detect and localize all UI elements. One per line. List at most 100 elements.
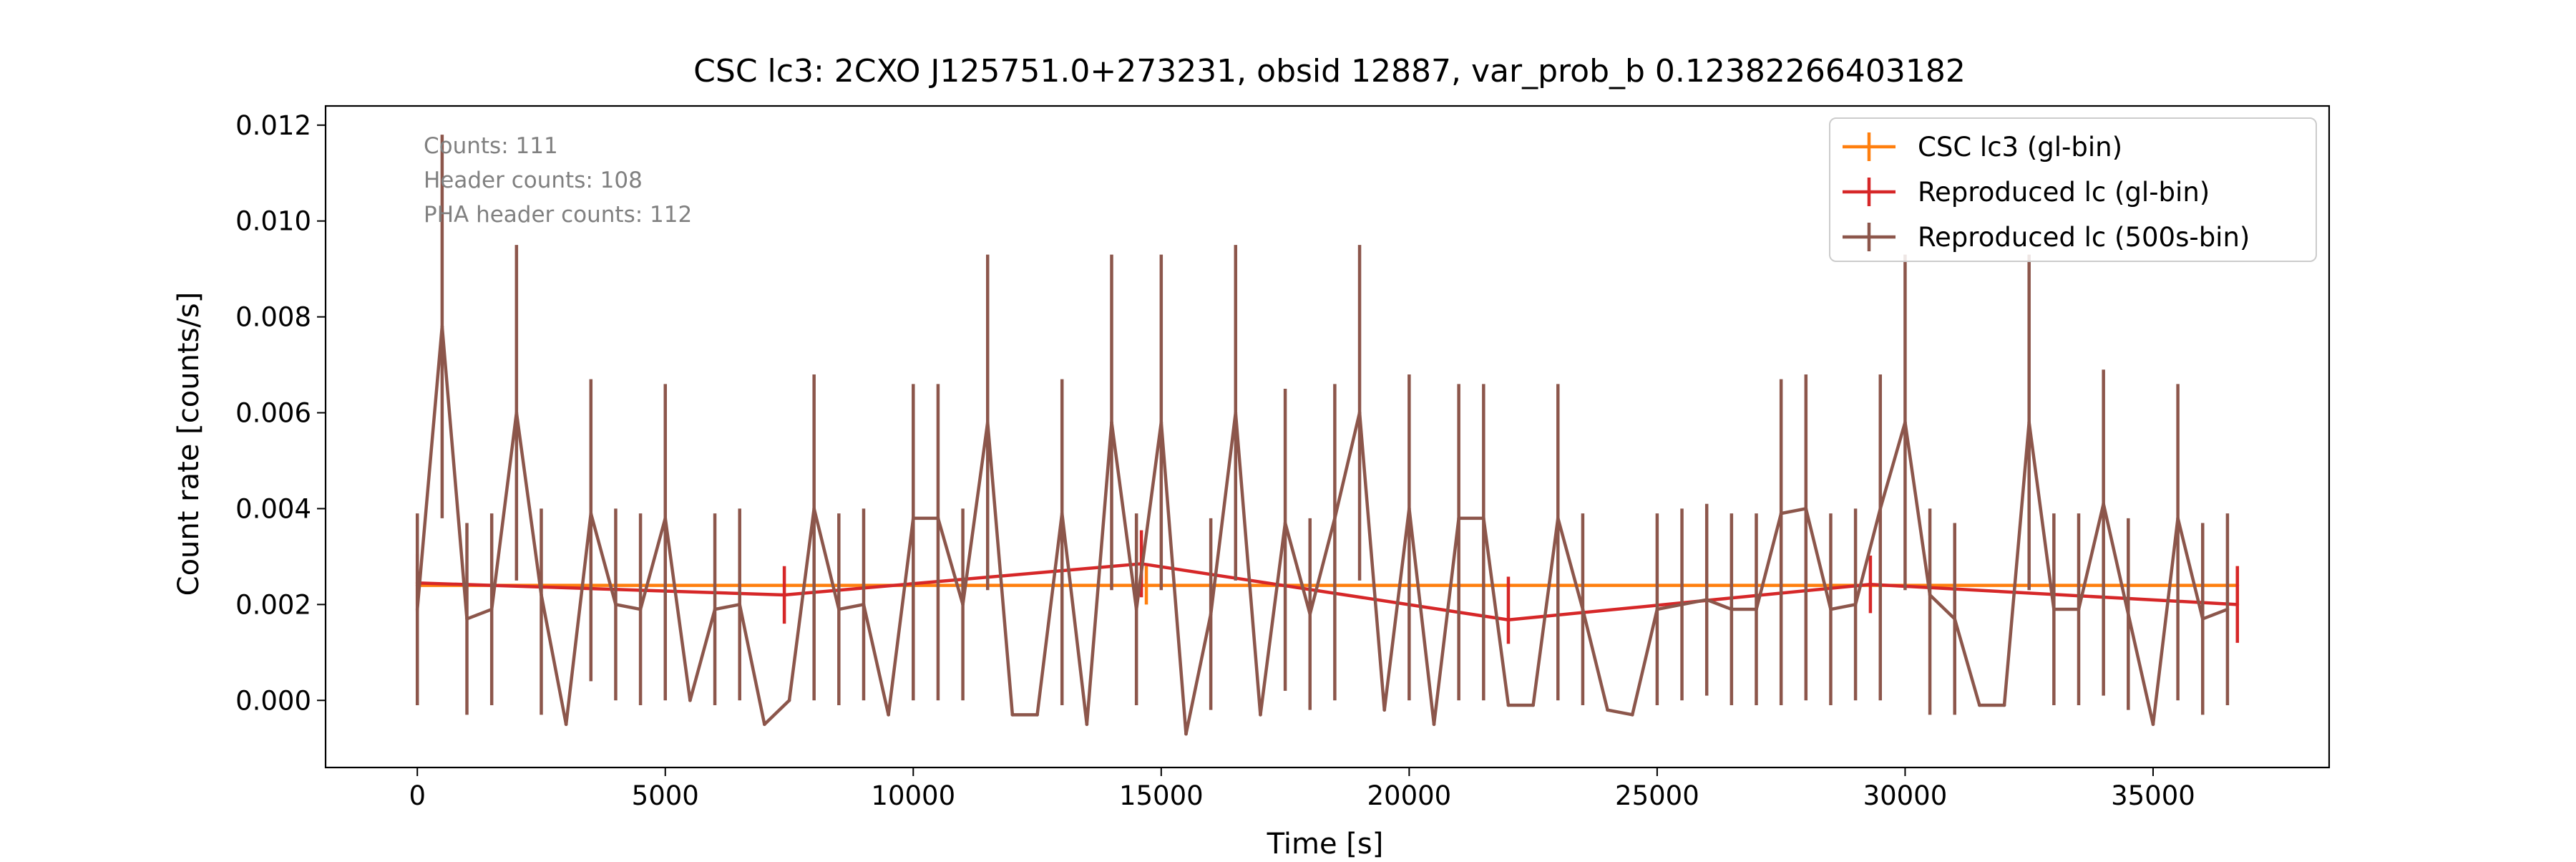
data-point xyxy=(1010,712,1015,717)
chart-title: CSC lc3: 2CXO J125751.0+273231, obsid 12… xyxy=(693,53,1966,89)
data-point xyxy=(1680,602,1684,606)
data-point xyxy=(1134,607,1138,611)
data-point xyxy=(985,420,990,425)
data-point xyxy=(1283,521,1287,525)
y-tick-label: 0.006 xyxy=(235,398,311,429)
data-point xyxy=(1655,607,1659,611)
data-point xyxy=(663,516,668,520)
data-point xyxy=(1556,516,1560,520)
data-point xyxy=(1755,607,1758,611)
data-point xyxy=(1481,516,1485,520)
legend-box xyxy=(1829,117,2317,262)
y-axis-label: Count rate [counts/s] xyxy=(172,292,205,596)
data-point xyxy=(614,602,618,606)
data-point xyxy=(1531,703,1536,707)
data-point xyxy=(782,593,786,597)
annotation-text: Counts: 111 xyxy=(424,133,558,159)
data-point xyxy=(887,712,891,717)
data-point xyxy=(1357,411,1362,415)
y-tick-label: 0.008 xyxy=(235,302,311,333)
data-point xyxy=(2077,607,2081,611)
data-point xyxy=(1953,617,1957,621)
data-point xyxy=(1332,516,1337,520)
data-point xyxy=(1432,722,1436,727)
series-line xyxy=(417,562,2238,622)
data-point xyxy=(1184,732,1188,736)
data-point xyxy=(1308,612,1312,616)
data-point xyxy=(1259,712,1262,717)
data-point xyxy=(465,617,469,621)
legend-label: Reproduced lc (500s-bin) xyxy=(1918,222,2250,253)
x-axis-label: Time [s] xyxy=(1267,828,1384,859)
data-point xyxy=(489,607,494,611)
x-tick-label: 10000 xyxy=(871,780,955,811)
data-point xyxy=(514,411,519,415)
x-tick-label: 0 xyxy=(409,780,426,811)
data-point xyxy=(440,324,444,329)
data-point xyxy=(688,698,692,702)
data-point xyxy=(1506,618,1511,622)
data-point xyxy=(1704,598,1709,602)
data-point xyxy=(1977,703,1981,707)
data-point xyxy=(2027,420,2031,425)
x-tick-label: 20000 xyxy=(1367,780,1452,811)
data-point xyxy=(762,722,766,727)
data-point xyxy=(638,607,643,611)
y-tick-label: 0.000 xyxy=(235,685,311,716)
data-point xyxy=(1060,511,1064,515)
y-tick-label: 0.012 xyxy=(235,110,311,141)
data-point xyxy=(1804,507,1808,510)
data-point xyxy=(787,698,791,702)
annotation-text: PHA header counts: 112 xyxy=(424,202,692,228)
data-point xyxy=(1159,420,1163,425)
x-tick-label: 15000 xyxy=(1119,780,1204,811)
legend-label: CSC lc3 (gl-bin) xyxy=(1918,132,2122,163)
data-point xyxy=(2102,502,2106,506)
data-point xyxy=(1853,602,1858,606)
data-point xyxy=(1779,511,1783,515)
data-point xyxy=(1878,507,1883,510)
data-point xyxy=(2225,607,2230,611)
data-point xyxy=(1630,712,1634,717)
legend: CSC lc3 (gl-bin) Reproduced lc (gl-bin) Re… xyxy=(1829,117,2317,262)
data-point xyxy=(936,516,940,520)
data-point xyxy=(1506,703,1511,707)
data-point xyxy=(1407,507,1411,510)
x-tick-label: 5000 xyxy=(632,780,699,811)
data-point xyxy=(1729,607,1734,611)
data-point xyxy=(812,507,816,510)
data-point xyxy=(738,602,742,606)
data-point xyxy=(1209,612,1213,616)
data-point xyxy=(2002,703,2006,707)
x-tick-label: 25000 xyxy=(1615,780,1699,811)
x-tick-label: 35000 xyxy=(2111,780,2195,811)
data-point xyxy=(1144,583,1148,587)
data-point xyxy=(2235,602,2240,606)
data-point xyxy=(1606,708,1609,712)
data-point xyxy=(589,511,593,515)
data-layer xyxy=(415,135,2240,736)
data-point xyxy=(1829,607,1833,611)
data-point xyxy=(1035,712,1039,717)
data-point xyxy=(2051,607,2056,611)
data-point xyxy=(1903,420,1907,425)
data-point xyxy=(911,516,915,520)
data-point xyxy=(540,593,543,597)
data-point xyxy=(961,602,965,606)
data-point xyxy=(1581,607,1585,611)
data-point xyxy=(1868,582,1873,586)
data-point xyxy=(713,607,717,611)
data-point xyxy=(2151,722,2155,727)
data-point xyxy=(564,722,568,727)
data-point xyxy=(2126,612,2130,616)
y-tick-label: 0.004 xyxy=(235,493,311,524)
x-tick-label: 30000 xyxy=(1863,780,1948,811)
y-tick-label: 0.002 xyxy=(235,589,311,620)
series-2 xyxy=(415,135,2230,736)
axes-frame xyxy=(324,105,2331,769)
data-point xyxy=(1085,722,1089,727)
series-line xyxy=(415,324,2228,736)
data-point xyxy=(2200,617,2205,621)
data-point xyxy=(1928,593,1932,597)
